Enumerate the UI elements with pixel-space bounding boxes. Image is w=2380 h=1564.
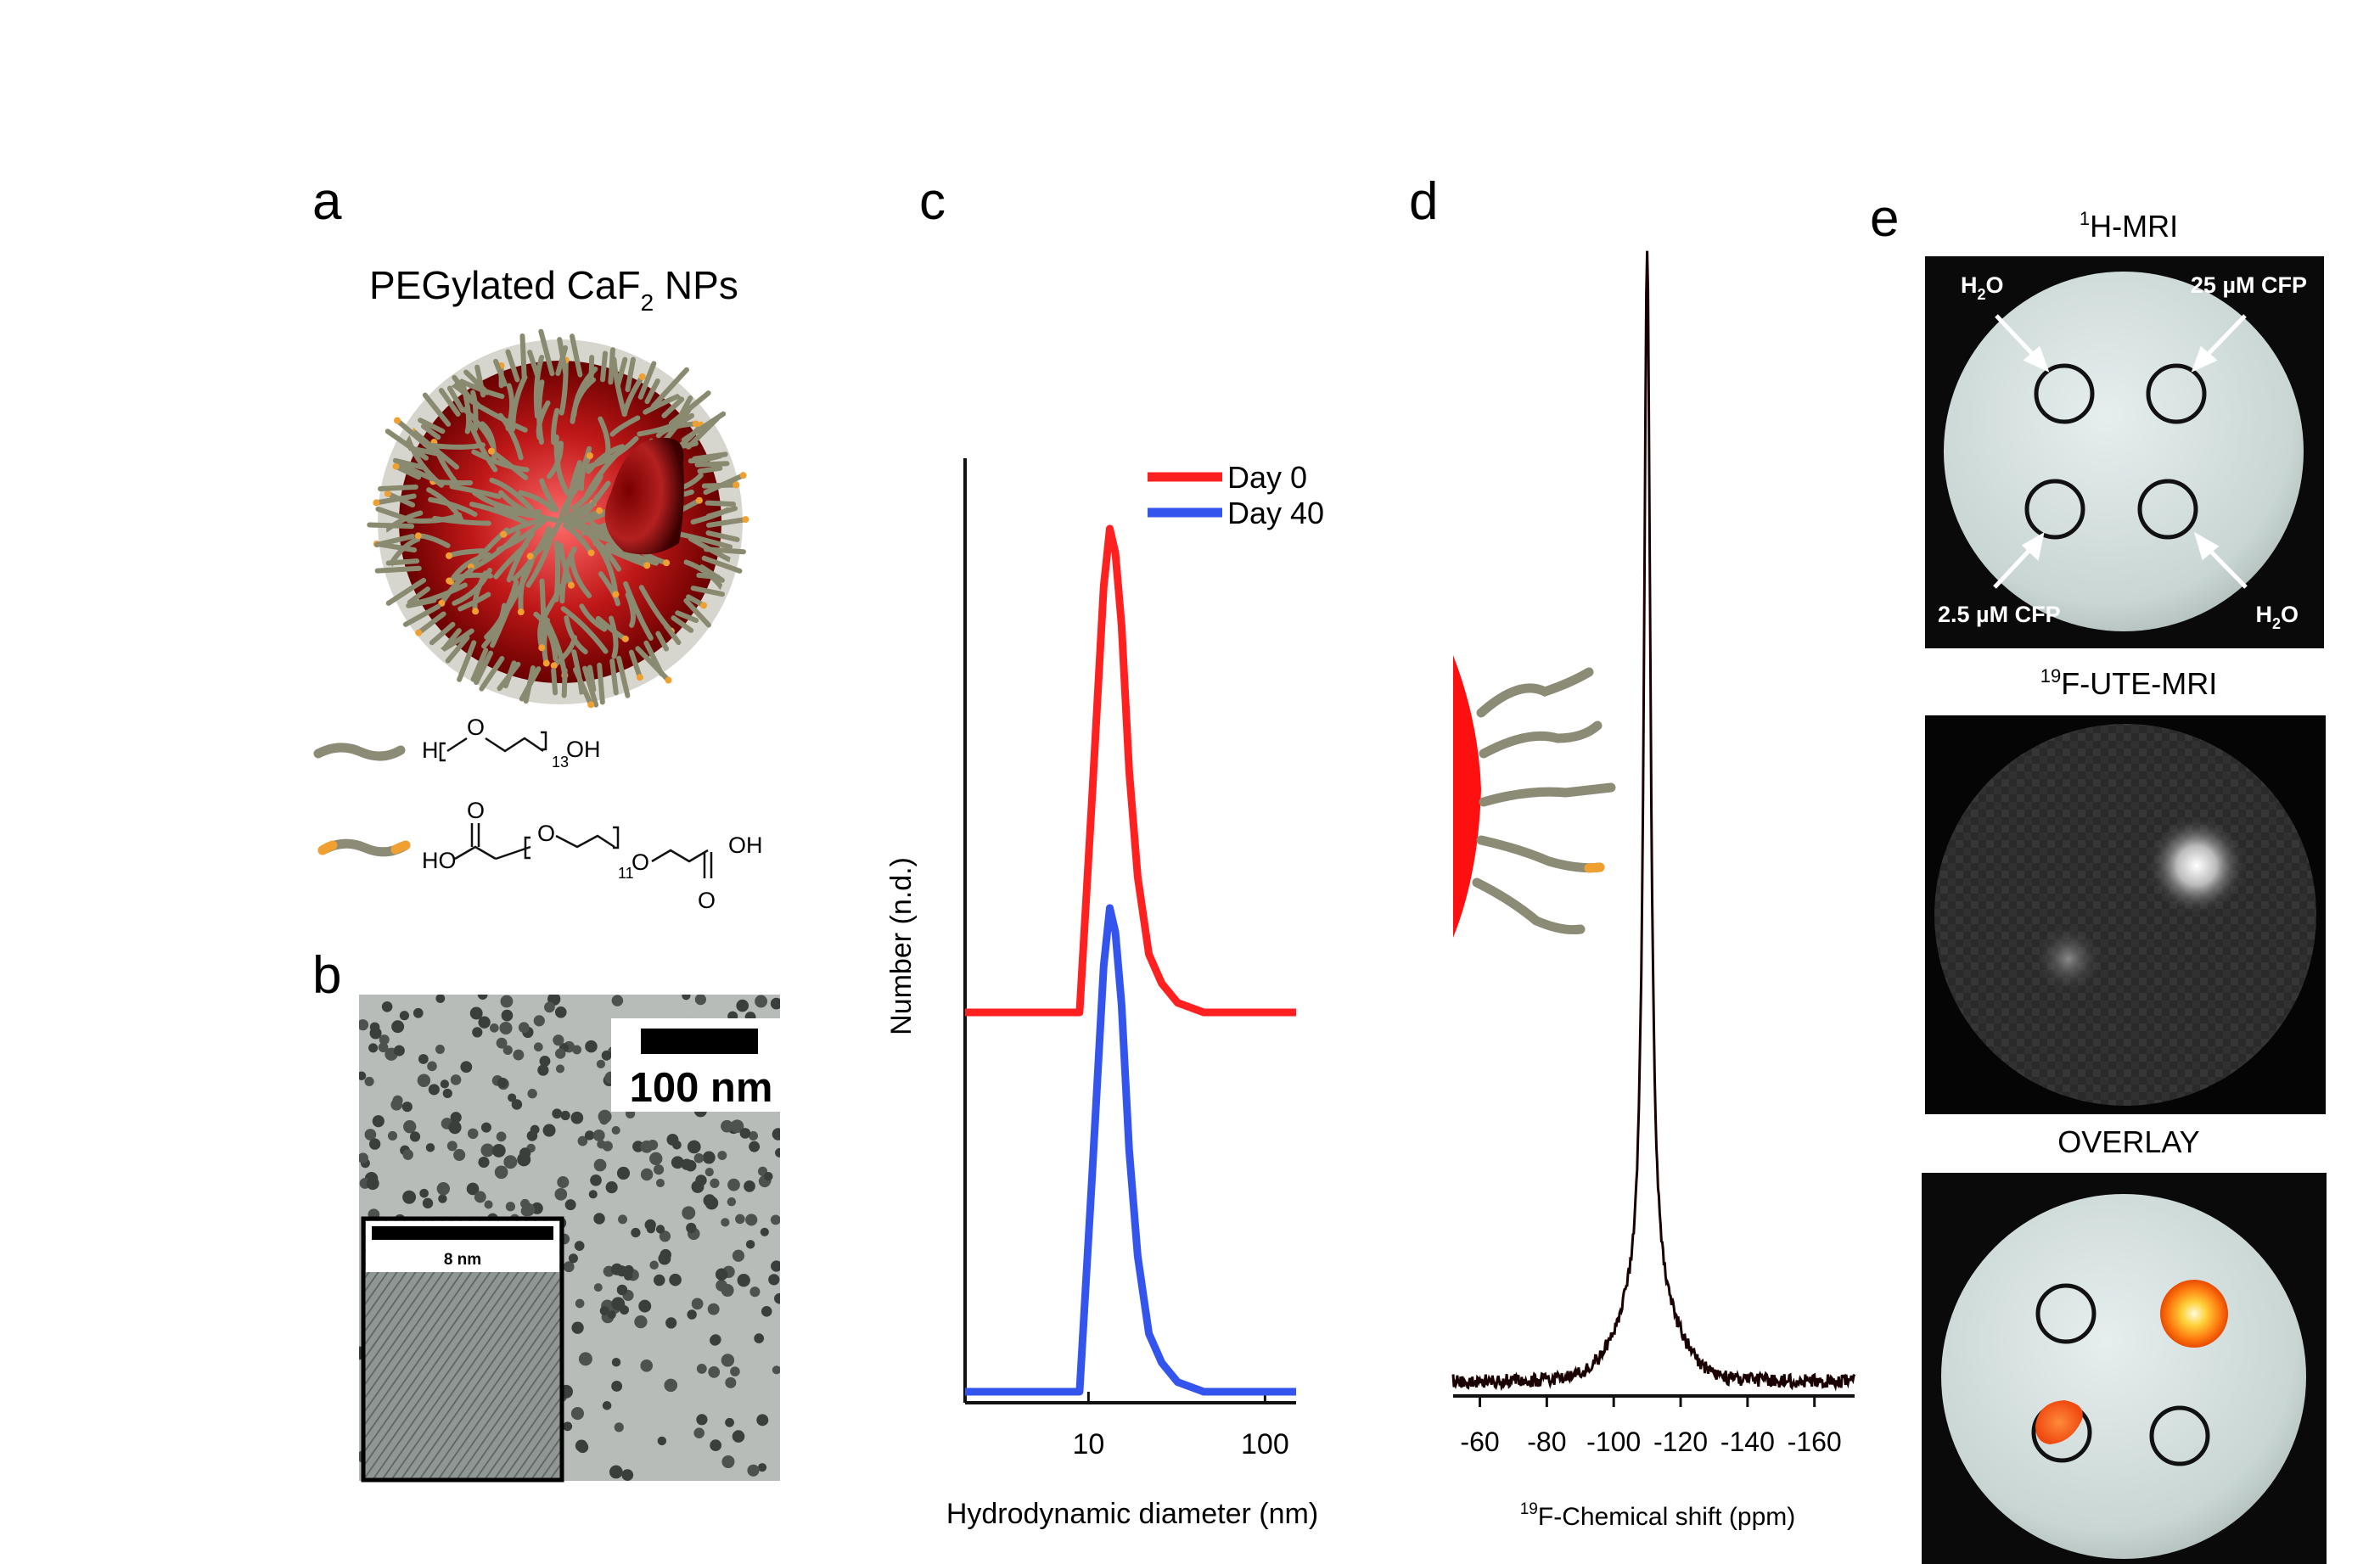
svg-text:OH: OH: [566, 737, 601, 762]
legend-label-day0: Day 0: [1227, 460, 1307, 495]
series-line-day40: [965, 904, 1296, 1396]
panel-label-e: e: [1870, 189, 1899, 248]
tem-inset: 8 nm: [361, 1216, 564, 1483]
legend: Day 0 Day 40: [1148, 460, 1324, 530]
x-tick-label: 100: [1241, 1428, 1289, 1460]
panel-c-chart: 10 100 Day 0 Day 40 Number (n.d.) Hydrody…: [885, 458, 1324, 1530]
svg-text:O: O: [698, 888, 716, 913]
svg-text:O: O: [467, 798, 485, 823]
svg-text:O: O: [631, 849, 649, 875]
mri-title-overlay: OVERLAY: [2057, 1124, 2199, 1159]
panel-a: PEGylated CaF2 NPs H O 13 OH HO: [313, 263, 763, 913]
panel-label-c: c: [919, 172, 946, 231]
panel-labels: a b c d e: [312, 172, 1899, 1005]
x-tick-label: -120: [1653, 1427, 1708, 1457]
ann-h2o-top: H2O: [1961, 272, 2004, 303]
ann-25um-cfp: 25 µM CFP: [2191, 272, 2307, 298]
peg-legend-row2: HO O O 11 O O OH: [317, 798, 763, 913]
peg-legend-row1: H O 13 OH: [313, 715, 601, 771]
panel-a-title: PEGylated CaF2 NPs: [369, 263, 738, 316]
tem-scale-label: 100 nm: [630, 1065, 773, 1111]
panel-b: 100 nm 8 nm: [359, 995, 781, 1483]
x-tick-label: -140: [1720, 1427, 1775, 1457]
svg-text:O: O: [467, 715, 485, 740]
svg-text:H: H: [422, 737, 439, 763]
mri-title-1h: 1H-MRI: [2080, 208, 2178, 244]
svg-text:HO: HO: [422, 848, 457, 873]
mri-1h-image: H2O 25 µM CFP 2.5 µM CFP H2O: [1925, 256, 2324, 648]
x-ticks: 10 100: [1072, 1392, 1289, 1460]
spectrum-line: [1451, 250, 1856, 1392]
peg-strand-icon: [313, 743, 406, 761]
svg-text:13: 13: [552, 754, 569, 771]
x-axis-label: Hydrodynamic diameter (nm): [946, 1498, 1318, 1530]
panel-d-chart: -60 -80 -100 -120 -140 -160 19F-Chemical shif…: [1451, 250, 1856, 1531]
cutaway: [604, 437, 684, 555]
series-line-day0: [965, 524, 1296, 1017]
ann-h2o-bottom: H2O: [2255, 602, 2299, 632]
x-tick-label: 10: [1072, 1428, 1104, 1460]
panel-label-b: b: [312, 946, 341, 1005]
svg-text:O: O: [537, 821, 555, 846]
x-tick-label: -160: [1788, 1427, 1842, 1457]
x-tick-label: -80: [1527, 1427, 1566, 1457]
x-ticks: -60 -80 -100 -120 -140 -160: [1460, 1396, 1842, 1457]
mri-19f-image: [1925, 715, 2326, 1114]
x-tick-label: -100: [1586, 1427, 1641, 1457]
panel-label-d: d: [1409, 172, 1438, 231]
inset-scale-label: 8 nm: [444, 1251, 481, 1269]
series-group: [965, 524, 1296, 1396]
legend-label-day40: Day 40: [1227, 496, 1324, 530]
np-half-illustration: [1453, 655, 1616, 938]
svg-text:OH: OH: [728, 832, 763, 858]
tem-scale-bar: 100 nm: [611, 1018, 781, 1112]
x-tick-label: -60: [1460, 1427, 1499, 1457]
y-axis-label: Number (n.d.): [885, 857, 918, 1035]
svg-text:11: 11: [618, 865, 634, 882]
mri-overlay-image: [1922, 1173, 2327, 1564]
x-axis-label: 19F-Chemical shift (ppm): [1520, 1500, 1796, 1531]
panel-label-a: a: [312, 172, 342, 231]
ann-2-5um-cfp: 2.5 µM CFP: [1938, 602, 2061, 627]
mri-title-19f: 19F-UTE-MRI: [2040, 665, 2217, 701]
peg-fringe: [367, 328, 749, 709]
nanoparticle-illustration: [367, 328, 749, 709]
panel-e: 1H-MRI H2O 25 µM CFP 2.5 µM CFP H2O: [1922, 208, 2327, 1564]
